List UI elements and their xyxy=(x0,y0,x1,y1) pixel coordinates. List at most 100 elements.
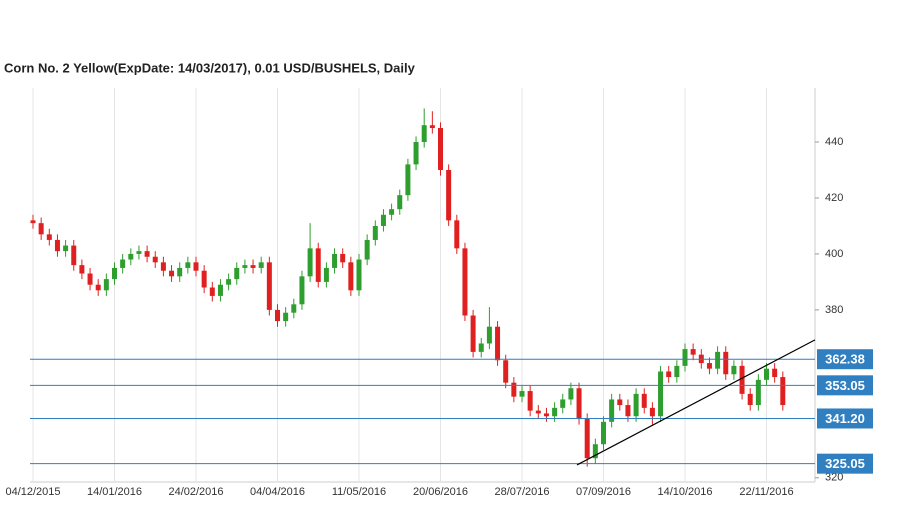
candle-body xyxy=(234,267,240,280)
candle-body xyxy=(755,379,761,406)
y-tick-label: 320 xyxy=(825,472,843,484)
candle-body xyxy=(266,262,272,310)
candle-body xyxy=(568,388,574,400)
candle-body xyxy=(87,273,93,285)
candle-body xyxy=(389,209,395,215)
candle-body xyxy=(625,405,631,417)
level-label: 341.20 xyxy=(825,411,865,426)
candle-body xyxy=(397,195,403,210)
candle-body xyxy=(348,262,354,291)
candle-body xyxy=(601,421,606,445)
candle-body xyxy=(584,419,590,459)
candle-body xyxy=(543,413,549,417)
candle-body xyxy=(552,407,558,417)
level-label-box xyxy=(817,453,873,474)
candle-body xyxy=(690,349,696,355)
candle-body xyxy=(201,270,207,288)
candle-body xyxy=(503,360,509,383)
level-label-box xyxy=(817,408,873,429)
candle-body xyxy=(299,276,305,305)
candle-body xyxy=(120,259,126,268)
candle-body xyxy=(275,309,280,322)
candle-body xyxy=(356,259,362,291)
candle-body xyxy=(46,234,52,240)
candle-body xyxy=(462,248,468,316)
candle-body xyxy=(136,251,142,254)
candle-body xyxy=(421,125,427,143)
candle-body xyxy=(715,351,721,369)
x-tick-label: 24/02/2016 xyxy=(168,486,223,498)
candle-body xyxy=(446,169,452,221)
candle-body xyxy=(144,251,150,257)
x-tick-label: 20/06/2016 xyxy=(413,486,468,498)
candle-body xyxy=(54,239,60,252)
candle-body xyxy=(438,128,443,170)
y-tick-label: 420 xyxy=(825,192,843,204)
candle-body xyxy=(372,225,378,240)
candle-body xyxy=(380,214,386,226)
candle-body xyxy=(658,371,664,417)
candle-body xyxy=(185,262,191,268)
candle-body xyxy=(405,164,411,196)
x-tick-label: 14/10/2016 xyxy=(657,486,712,498)
candle-body xyxy=(258,262,264,268)
candle-body xyxy=(323,267,329,282)
candle-body xyxy=(364,239,370,260)
candle-body xyxy=(413,142,419,165)
candle-body xyxy=(103,279,109,291)
candle-body xyxy=(592,444,598,459)
candle-body xyxy=(209,287,215,296)
y-tick-label: 400 xyxy=(825,248,843,260)
level-label-box xyxy=(817,375,873,396)
candle-body xyxy=(95,284,101,291)
candle-body xyxy=(291,304,297,313)
candle-body xyxy=(152,256,158,263)
candle-body xyxy=(535,410,541,414)
candle-body xyxy=(633,393,639,417)
level-label-box xyxy=(817,349,873,370)
candle-body xyxy=(128,253,134,260)
candle-body xyxy=(242,265,248,268)
candle-body xyxy=(315,248,321,282)
candle-body xyxy=(576,388,582,420)
y-tick-label: 440 xyxy=(825,136,843,148)
candle-body xyxy=(723,351,729,375)
candle-body xyxy=(511,382,517,397)
candle-body xyxy=(169,270,175,277)
candle-body xyxy=(706,363,712,369)
candle-body xyxy=(160,262,166,271)
candle-body xyxy=(226,279,232,285)
candle-body xyxy=(772,368,778,378)
candle-body xyxy=(332,253,338,268)
candle-body xyxy=(617,399,623,406)
candle-body xyxy=(193,262,199,271)
candle-body xyxy=(682,349,688,366)
x-tick-label: 22/11/2016 xyxy=(739,486,793,498)
chart-title: Corn No. 2 Yellow(ExpDate: 14/03/2017), … xyxy=(4,60,416,75)
candle-body xyxy=(560,399,566,408)
candle-body xyxy=(217,284,223,296)
candle-body xyxy=(177,267,183,277)
candle-body xyxy=(283,312,289,322)
candle-body xyxy=(71,245,77,266)
candle-body xyxy=(527,391,533,411)
candle-body xyxy=(747,393,753,406)
level-label: 362.38 xyxy=(825,352,865,367)
candle-body xyxy=(478,343,484,352)
candle-body xyxy=(764,368,769,380)
x-tick-label: 14/01/2016 xyxy=(87,486,142,498)
candle-body xyxy=(486,326,492,344)
candle-body xyxy=(30,220,36,224)
candle-body xyxy=(519,391,525,397)
candle-body xyxy=(340,253,346,263)
candle-body xyxy=(609,399,615,422)
level-label: 353.05 xyxy=(825,378,865,393)
candle-body xyxy=(307,248,313,277)
level-label: 325.05 xyxy=(825,456,865,471)
candle-body xyxy=(429,125,435,129)
candle-body xyxy=(38,223,44,235)
candle-body xyxy=(112,267,117,280)
